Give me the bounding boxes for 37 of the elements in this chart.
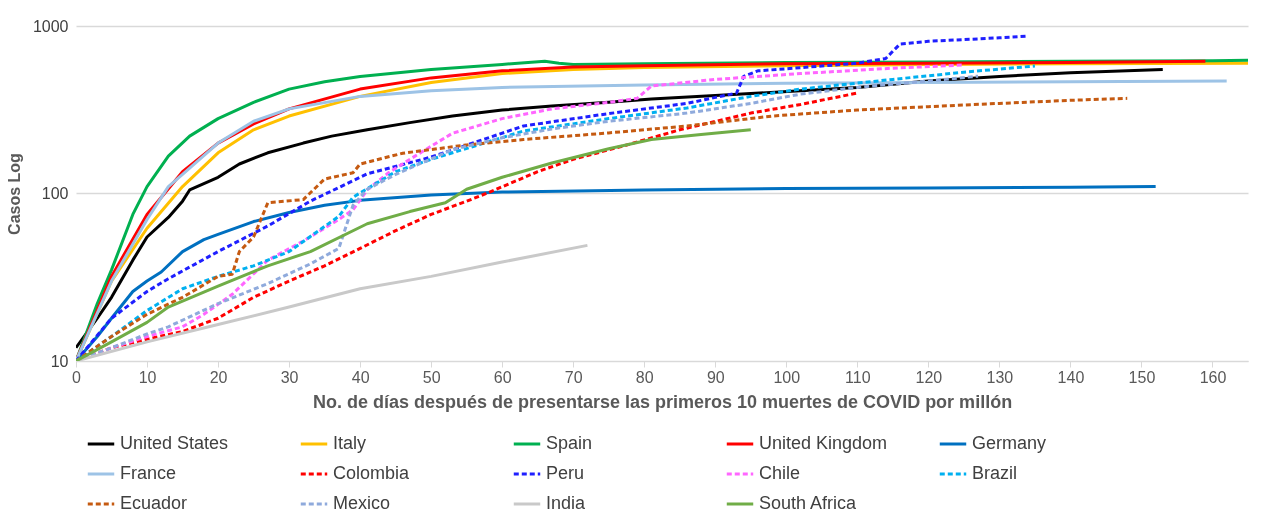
x-tick-label: 140 xyxy=(1057,368,1085,386)
x-tick-label: 100 xyxy=(773,368,801,386)
x-tick-label: 120 xyxy=(915,368,943,386)
line-series xyxy=(76,128,753,361)
x-tick-label: 70 xyxy=(564,368,583,386)
legend-label: Peru xyxy=(546,463,585,483)
legend-label: Italy xyxy=(333,433,367,453)
legend-label: France xyxy=(120,463,177,483)
x-tick-label: 160 xyxy=(1199,368,1227,386)
legend-label: Germany xyxy=(972,433,1047,453)
legend-label: Ecuador xyxy=(120,493,188,513)
y-tick-label: 1000 xyxy=(32,17,69,35)
x-tick-label: 110 xyxy=(845,368,871,386)
x-tick-label: 40 xyxy=(351,368,370,386)
x-tick-label: 130 xyxy=(986,368,1014,386)
x-tick-label: 90 xyxy=(706,368,725,386)
legend-label: United States xyxy=(120,433,229,453)
legend-label: Spain xyxy=(546,433,593,453)
legend-label: Colombia xyxy=(333,463,411,483)
x-tick-label: 60 xyxy=(493,368,512,386)
x-tick-label: 20 xyxy=(209,368,228,386)
x-tick-label: 30 xyxy=(280,368,299,386)
x-tick-label: 50 xyxy=(422,368,441,386)
legend-label: Chile xyxy=(759,463,801,483)
x-tick-label: 150 xyxy=(1128,368,1156,386)
legend-label: India xyxy=(546,493,587,513)
legend-label: United Kingdom xyxy=(759,433,888,453)
legend-label: South Africa xyxy=(759,493,858,513)
y-tick-label: 10 xyxy=(50,352,69,370)
x-tick-label: 10 xyxy=(138,368,157,386)
legend-label: Mexico xyxy=(333,493,391,513)
legend-label: Brazil xyxy=(972,463,1018,483)
y-axis-title: Casos Log xyxy=(5,153,23,235)
x-axis-title: No. de días después de presentarse las primeros 10 muertes de COVID por millón xyxy=(312,391,1013,412)
x-tick-label: 80 xyxy=(635,368,654,386)
x-tick-label: 0 xyxy=(72,368,82,386)
y-tick-label: 100 xyxy=(41,185,69,202)
